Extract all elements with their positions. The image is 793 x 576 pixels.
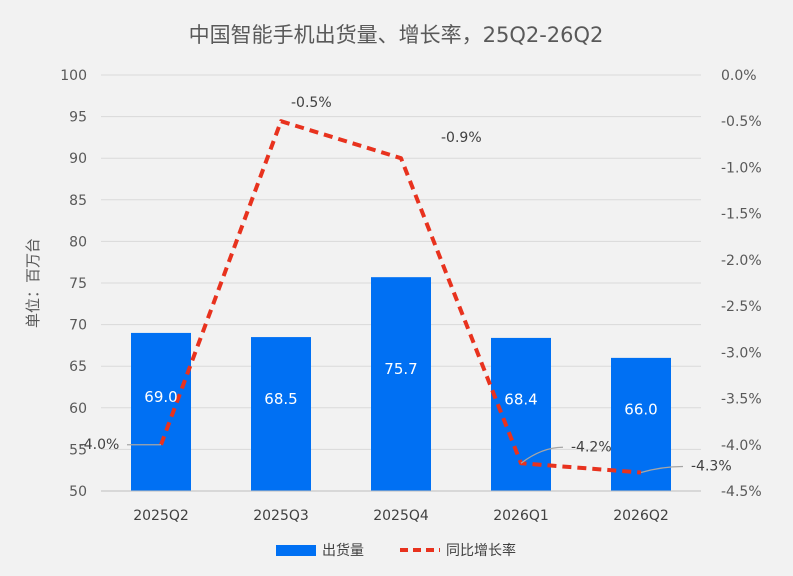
y2-tick-label: -2.5% [721, 299, 762, 315]
legend-swatch-bar [276, 545, 316, 556]
data-labels: 69.0 68.5 75.7 68.4 66.0 -4.0% -0.5% -0.9% -4.2%… [79, 95, 732, 474]
y-tick-label: 95 [69, 110, 87, 126]
y-tick-label: 60 [69, 401, 87, 417]
y2-tick-label: -3.5% [721, 392, 762, 408]
chart-title: 中国智能手机出货量、增长率，25Q2-26Q2 [189, 23, 604, 47]
bar [371, 277, 431, 491]
y-tick-label: 65 [69, 359, 87, 375]
y2-tick-label: -1.5% [721, 207, 762, 223]
bar-series [131, 277, 671, 491]
y2-tick-label: -4.5% [721, 484, 762, 500]
y-axis-label: 单位：百万台 [24, 238, 42, 328]
label-leader-line [640, 465, 684, 474]
y2-tick-label: 0.0% [721, 68, 757, 84]
y-tick-label: 55 [69, 442, 87, 458]
y-tick-label: 85 [69, 193, 87, 209]
bar-value-label: 68.4 [504, 390, 537, 408]
line-value-label: -4.0% [79, 437, 120, 453]
bar-value-label: 69.0 [144, 388, 177, 406]
x-tick-label: 2025Q3 [253, 508, 309, 524]
y-tick-label: 90 [69, 151, 87, 167]
x-tick-label: 2026Q2 [613, 508, 669, 524]
y-tick-label: 75 [69, 276, 87, 292]
bar-value-label: 68.5 [264, 390, 297, 408]
line-value-label: -0.9% [441, 130, 482, 146]
line-value-label: -4.3% [691, 459, 732, 475]
y-tick-label: 50 [69, 484, 87, 500]
y-tick-label: 80 [69, 234, 87, 250]
legend: 出货量 同比增长率 [276, 542, 516, 559]
bar-value-label: 75.7 [384, 360, 417, 378]
x-tick-label: 2025Q4 [373, 508, 429, 524]
y-tick-label: 100 [60, 68, 87, 84]
y2-tick-label: -3.0% [721, 345, 762, 361]
label-leader-line [520, 446, 564, 464]
y2-tick-label: -1.0% [721, 160, 762, 176]
line-series [127, 119, 684, 475]
bar-value-label: 66.0 [624, 400, 657, 418]
y-tick-label: 70 [69, 318, 87, 334]
bar [611, 357, 671, 491]
growth-rate-line [159, 119, 642, 475]
legend-label-bar: 出货量 [322, 542, 364, 559]
y2-tick-label: -4.0% [721, 438, 762, 454]
line-value-label: -0.5% [291, 95, 332, 111]
x-tick-label: 2025Q2 [133, 508, 189, 524]
axes: 100 95 90 85 80 75 70 65 60 55 50 0.0% -0.5% -1.0% -1.… [60, 68, 761, 524]
bar [131, 332, 191, 491]
legend-label-line: 同比增长率 [446, 542, 516, 559]
bar [491, 337, 551, 491]
y2-tick-label: -0.5% [721, 114, 762, 130]
y2-tick-label: -2.0% [721, 253, 762, 269]
x-tick-label: 2026Q1 [493, 508, 549, 524]
bar [251, 337, 311, 491]
line-value-label: -4.2% [571, 439, 612, 455]
